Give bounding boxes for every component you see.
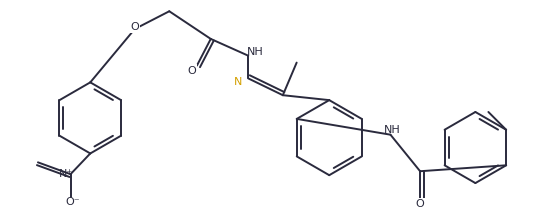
Text: O: O xyxy=(130,22,139,32)
Text: O⁻: O⁻ xyxy=(65,197,80,207)
Text: O: O xyxy=(188,65,196,76)
Text: N: N xyxy=(234,77,243,87)
Text: NH: NH xyxy=(247,47,264,57)
Text: O: O xyxy=(416,199,424,209)
Text: NH: NH xyxy=(384,125,401,135)
Text: N⁺: N⁺ xyxy=(58,169,73,179)
